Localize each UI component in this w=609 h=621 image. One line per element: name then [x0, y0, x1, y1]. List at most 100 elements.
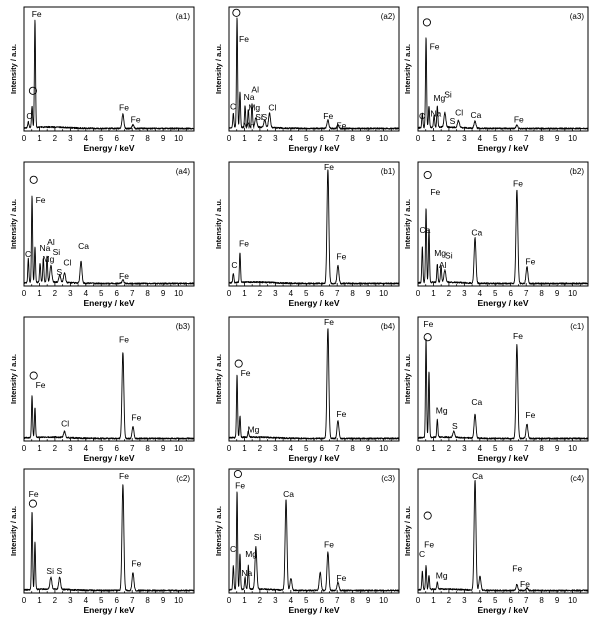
- peak-label: Fe: [239, 34, 249, 44]
- peak-label: C: [231, 260, 237, 270]
- peak-label: O: [423, 17, 430, 27]
- x-tick-label: 2: [258, 596, 263, 605]
- x-tick-label: 5: [99, 134, 104, 143]
- peak-label: Fe: [324, 539, 334, 549]
- x-tick-label: 6: [320, 134, 325, 143]
- peak-label: Fe: [241, 368, 251, 378]
- peak-label: C: [230, 101, 236, 111]
- y-axis-title: Intensity / a.u.: [214, 506, 223, 556]
- peak-label: Mg: [436, 571, 448, 581]
- x-tick-label: 4: [478, 596, 483, 605]
- peak-label: Fe: [323, 111, 333, 121]
- peak-label: Si: [445, 250, 453, 260]
- panel-label: (a3): [570, 12, 585, 21]
- x-tick-label: 7: [524, 596, 529, 605]
- x-tick-label: 1: [37, 444, 42, 453]
- peak-label: Cl: [63, 258, 71, 268]
- x-tick-label: 2: [258, 289, 263, 298]
- peak-label: Cl: [268, 103, 276, 113]
- peak-label: S: [452, 421, 458, 431]
- x-axis-title: Energy / keV: [477, 143, 528, 153]
- x-tick-label: 6: [115, 596, 120, 605]
- peak-label: Mg: [433, 93, 445, 103]
- x-tick-label: 2: [258, 134, 263, 143]
- x-tick-label: 0: [227, 289, 232, 298]
- oxygen-marker: [29, 175, 38, 184]
- x-tick-label: 1: [37, 596, 42, 605]
- plot-frame: [417, 316, 589, 442]
- oxygen-marker: [423, 511, 432, 520]
- x-tick-label: 6: [115, 444, 120, 453]
- spectrum-line: [417, 338, 589, 440]
- peak-label: O: [424, 170, 431, 180]
- x-tick-label: 4: [289, 444, 294, 453]
- peak-label: C: [25, 249, 31, 259]
- y-axis-title: Intensity / a.u.: [214, 199, 223, 249]
- peak-label: Na: [430, 109, 441, 119]
- plot-frame: [228, 316, 400, 442]
- panel-label: (b4): [381, 322, 396, 331]
- oxygen-marker: [233, 469, 242, 479]
- x-tick-label: 8: [145, 596, 150, 605]
- x-tick-label: 5: [304, 596, 309, 605]
- peak-label: O: [424, 511, 431, 521]
- x-tick-label: 8: [145, 289, 150, 298]
- x-tick-label: 2: [258, 444, 263, 453]
- peak-label: Fe: [32, 9, 42, 19]
- peak-label: C: [419, 111, 425, 121]
- x-tick-label: 1: [242, 596, 247, 605]
- x-tick-label: 4: [289, 596, 294, 605]
- x-tick-label: 6: [115, 134, 120, 143]
- x-tick-label: 0: [22, 134, 27, 143]
- peak-label: C: [419, 549, 425, 559]
- x-tick-label: 3: [273, 134, 278, 143]
- x-tick-label: 10: [568, 289, 577, 298]
- peak-label: O: [235, 359, 242, 369]
- x-tick-label: 7: [130, 134, 135, 143]
- x-tick-label: 5: [493, 134, 498, 143]
- panel-label: (b2): [570, 167, 585, 176]
- spectrum-line: [228, 17, 400, 130]
- x-tick-label: 5: [99, 289, 104, 298]
- x-axis-title: Energy / keV: [83, 298, 134, 308]
- oxygen-marker: [28, 86, 37, 95]
- plot-frame: [23, 316, 195, 442]
- x-tick-label: 3: [68, 444, 73, 453]
- x-tick-label: 4: [84, 134, 89, 143]
- panel-label: (b3): [176, 322, 191, 331]
- x-tick-label: 8: [145, 134, 150, 143]
- panel-label: (c4): [570, 474, 584, 483]
- x-tick-label: 5: [304, 289, 309, 298]
- x-tick-label: 0: [416, 289, 421, 298]
- peak-label: Na: [39, 243, 50, 253]
- x-tick-label: 9: [366, 596, 371, 605]
- x-tick-label: 7: [524, 289, 529, 298]
- x-axis-title: Energy / keV: [83, 143, 134, 153]
- peak-label: S: [56, 566, 62, 576]
- x-tick-label: 8: [350, 444, 355, 453]
- peak-label: Fe: [512, 563, 522, 573]
- peak-label: Fe: [525, 256, 535, 266]
- y-axis-title: Intensity / a.u.: [403, 199, 412, 249]
- plot-frame: [417, 6, 589, 132]
- y-axis-title: Intensity / a.u.: [9, 354, 18, 404]
- spectrum-line: [228, 328, 400, 440]
- peak-label: Si: [444, 89, 452, 99]
- x-axis-title: Energy / keV: [288, 453, 339, 463]
- x-tick-label: 4: [289, 289, 294, 298]
- x-tick-label: 1: [37, 134, 42, 143]
- x-tick-label: 0: [22, 596, 27, 605]
- x-tick-label: 2: [447, 134, 452, 143]
- peak-label: Fe: [424, 539, 434, 549]
- x-tick-label: 10: [568, 444, 577, 453]
- peak-label: Al: [439, 260, 447, 270]
- x-tick-label: 5: [304, 444, 309, 453]
- peak-label: Fe: [119, 271, 129, 281]
- x-tick-label: 5: [99, 596, 104, 605]
- y-axis-title: Intensity / a.u.: [9, 506, 18, 556]
- x-tick-label: 0: [416, 596, 421, 605]
- x-tick-label: 7: [335, 596, 340, 605]
- x-tick-label: 0: [22, 289, 27, 298]
- x-tick-label: 7: [130, 289, 135, 298]
- oxygen-marker: [234, 359, 243, 368]
